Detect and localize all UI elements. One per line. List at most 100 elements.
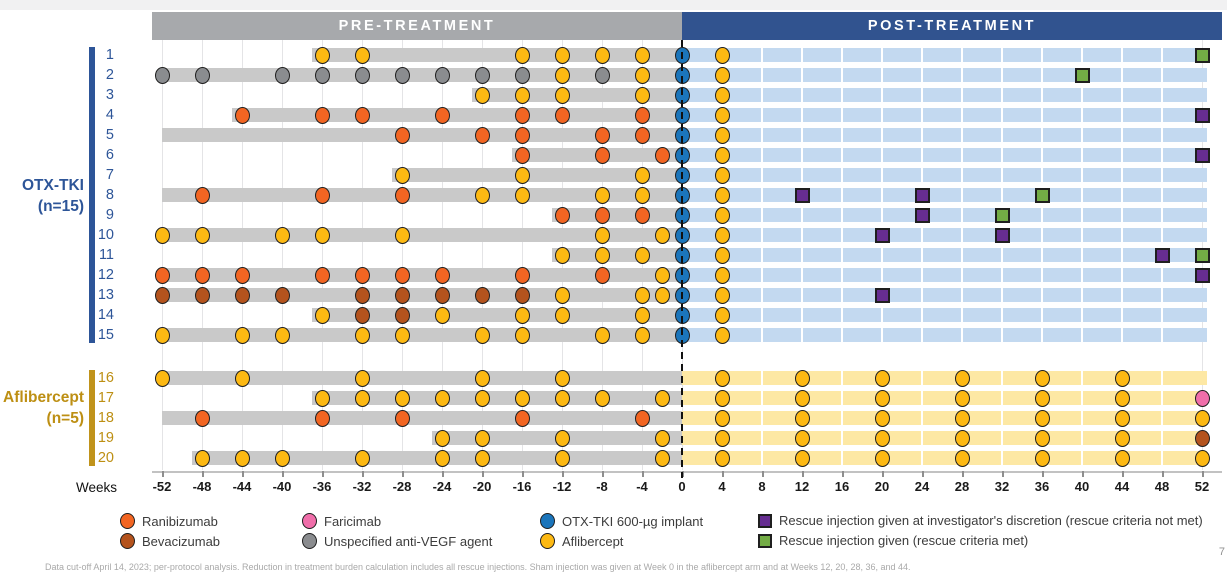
axis-tick-week--32 [362, 471, 364, 477]
faricimab-circle-icon [302, 513, 317, 529]
marker-afl-week--40-patient-20 [274, 449, 290, 467]
axis-tick-label-week-48: 48 [1154, 479, 1170, 494]
band-gridline-week-44 [1121, 40, 1123, 470]
axis-tick-week-8 [762, 471, 764, 477]
legend-item-bevacizumab: Bevacizumab [120, 533, 220, 549]
marker-bev-week--32-patient-14 [354, 306, 370, 324]
marker-ran-week--8-patient-12 [594, 266, 610, 284]
marker-afl-week--16-patient-8 [514, 186, 530, 204]
post-treatment-band-patient-5 [682, 128, 1207, 142]
top-strip [0, 0, 1227, 10]
marker-afl-week--28-patient-17 [394, 389, 410, 407]
band-gridline-week-8 [761, 40, 763, 470]
marker-far-week-52-patient-17 [1194, 389, 1210, 407]
band-gridline-week-28 [961, 40, 963, 470]
rescue-met-square-icon [758, 533, 772, 548]
week-zero-dashed-line [681, 40, 683, 478]
marker-uns-week--20-patient-2 [474, 66, 490, 84]
marker-afl-week-28-patient-20 [954, 449, 970, 467]
patient-row-label-8: 8 [105, 187, 114, 203]
marker-afl-week-4-patient-14 [714, 306, 730, 324]
legend-label: Aflibercept [562, 533, 624, 549]
axis-tick-week--36 [322, 471, 324, 477]
marker-afl-week--16-patient-7 [514, 166, 530, 184]
marker-afl-week--20-patient-15 [474, 326, 490, 344]
pre-treatment-bar-patient-13 [162, 288, 682, 302]
rescue-not-met-square-icon [758, 513, 772, 528]
legend-item-otx-tki-implant: OTX-TKI 600-µg implant [540, 513, 703, 529]
axis-tick-week--52 [162, 471, 164, 477]
axis-tick-week--28 [402, 471, 404, 477]
patient-row-label-16: 16 [97, 370, 114, 386]
axis-tick-label-week--48: -48 [192, 479, 212, 494]
pre-treatment-bar-patient-16 [162, 371, 682, 385]
marker-afl-week-4-patient-1 [714, 46, 730, 64]
marker-afl-week--36-patient-10 [314, 226, 330, 244]
marker-uns-week--48-patient-2 [194, 66, 210, 84]
marker-afl-week-4-patient-9 [714, 206, 730, 224]
marker-ran-week--48-patient-8 [194, 186, 210, 204]
marker-afl-week--40-patient-10 [274, 226, 290, 244]
marker-afl-week--40-patient-15 [274, 326, 290, 344]
post-treatment-band-patient-16 [682, 371, 1207, 385]
band-gridline-week-36 [1041, 40, 1043, 470]
marker-afl-week-4-patient-4 [714, 106, 730, 124]
patient-row-label-3: 3 [105, 87, 114, 103]
marker-ran-week--12-patient-9 [554, 206, 570, 224]
axis-tick-label-week-52: 52 [1194, 479, 1210, 494]
marker-ran-week--36-patient-12 [314, 266, 330, 284]
gridline-week--44 [241, 40, 243, 470]
marker-afl-week--44-patient-16 [234, 369, 250, 387]
pre-treatment-bar-patient-9 [552, 208, 682, 222]
marker-afl-week-28-patient-18 [954, 409, 970, 427]
marker-ran-week--8-patient-5 [594, 126, 610, 144]
axis-tick-week-32 [1002, 471, 1004, 477]
marker-ran-week--48-patient-12 [194, 266, 210, 284]
gridline-week--40 [281, 40, 283, 470]
pre-treatment-bar-patient-11 [552, 248, 682, 262]
marker-ran-week--28-patient-18 [394, 409, 410, 427]
axis-tick-week-40 [1082, 471, 1084, 477]
post-treatment-band-patient-11 [682, 248, 1207, 262]
axis-tick-label-week--16: -16 [512, 479, 532, 494]
marker-afl-week--8-patient-17 [594, 389, 610, 407]
patient-row-label-17: 17 [97, 390, 114, 406]
axis-tick-week-36 [1042, 471, 1044, 477]
marker-afl-week-20-patient-18 [874, 409, 890, 427]
marker-ran-week--52-patient-12 [154, 266, 170, 284]
marker-rnm-week-48-patient-11 [1154, 247, 1170, 263]
marker-bev-week--48-patient-13 [194, 286, 210, 304]
legend-label: Ranibizumab [142, 513, 218, 529]
axis-tick-label-week-28: 28 [954, 479, 970, 494]
band-gridline-week-12 [801, 40, 803, 470]
marker-afl-week--4-patient-7 [634, 166, 650, 184]
marker-afl-week--32-patient-1 [354, 46, 370, 64]
marker-afl-week--36-patient-14 [314, 306, 330, 324]
marker-afl-week-4-patient-3 [714, 86, 730, 104]
marker-afl-week--12-patient-13 [554, 286, 570, 304]
patient-row-label-12: 12 [97, 267, 114, 283]
pre-treatment-header: PRE-TREATMENT [152, 12, 682, 40]
marker-ran-week--36-patient-4 [314, 106, 330, 124]
patient-row-label-18: 18 [97, 410, 114, 426]
marker-afl-week--4-patient-8 [634, 186, 650, 204]
marker-afl-week-52-patient-20 [1194, 449, 1210, 467]
marker-afl-week--12-patient-3 [554, 86, 570, 104]
marker-ran-week--16-patient-4 [514, 106, 530, 124]
axis-tick-label-week--4: -4 [636, 479, 648, 494]
marker-ran-week--28-patient-8 [394, 186, 410, 204]
page-number: 7 [1218, 546, 1225, 558]
pre-treatment-bar-patient-7 [392, 168, 682, 182]
marker-rm-week-36-patient-8 [1034, 187, 1050, 203]
band-gridline-week-24 [921, 40, 923, 470]
marker-afl-week--32-patient-15 [354, 326, 370, 344]
marker-afl-week--32-patient-20 [354, 449, 370, 467]
marker-afl-week--16-patient-1 [514, 46, 530, 64]
marker-afl-week--4-patient-3 [634, 86, 650, 104]
marker-ran-week--4-patient-5 [634, 126, 650, 144]
marker-afl-week-44-patient-18 [1114, 409, 1130, 427]
band-gridline-week-16 [841, 40, 843, 470]
patient-row-label-15: 15 [97, 327, 114, 343]
axis-tick-week--24 [442, 471, 444, 477]
marker-afl-week--28-patient-10 [394, 226, 410, 244]
